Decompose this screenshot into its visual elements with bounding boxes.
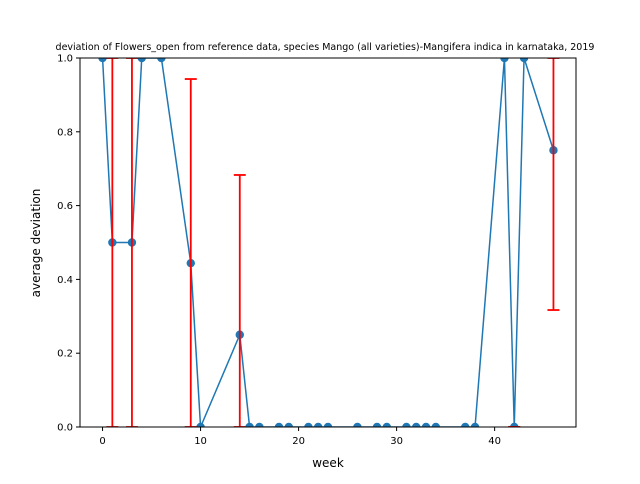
chart-title: deviation of Flowers_open from reference… <box>56 42 595 53</box>
data-point <box>274 422 284 427</box>
x-axis-label: week <box>312 456 344 470</box>
x-tick-label: 40 <box>488 436 501 447</box>
series-line <box>101 58 555 427</box>
y-tick-label: 1.0 <box>57 54 73 65</box>
y-tick-label: 0.0 <box>57 423 73 434</box>
data-point <box>137 58 146 63</box>
data-point <box>313 422 323 427</box>
data-point <box>431 422 441 427</box>
x-tick-label: 0 <box>99 436 105 447</box>
x-tick-label: 30 <box>390 436 403 447</box>
x-tick-label: 10 <box>194 436 207 447</box>
data-point <box>284 422 293 427</box>
data-point <box>323 422 333 427</box>
data-point <box>372 422 382 427</box>
data-point <box>510 422 519 427</box>
data-point <box>98 58 107 63</box>
y-tick-label: 0.6 <box>57 201 73 212</box>
data-point <box>500 58 509 63</box>
axes-frame <box>79 57 577 428</box>
data-point <box>353 422 362 427</box>
data-point <box>519 58 529 63</box>
y-axis-label: average deviation <box>29 189 43 298</box>
data-point <box>470 422 480 427</box>
data-point <box>196 422 205 427</box>
x-tick-label: 20 <box>292 436 305 447</box>
data-layer <box>98 58 560 427</box>
data-point <box>382 422 392 427</box>
y-tick-label: 0.2 <box>57 349 73 360</box>
data-point <box>402 422 411 427</box>
data-point <box>461 422 470 427</box>
data-point <box>157 58 166 63</box>
y-tick-label: 0.4 <box>57 275 73 286</box>
data-point <box>304 422 313 427</box>
data-point <box>421 422 431 427</box>
data-point <box>245 422 254 427</box>
data-point <box>412 422 421 427</box>
data-point <box>255 422 264 427</box>
plot-area: 0 10 20 30 40 0.0 0.2 0.4 0.6 0.8 1.0 <box>57 54 577 447</box>
y-tick-label: 0.8 <box>57 127 73 138</box>
